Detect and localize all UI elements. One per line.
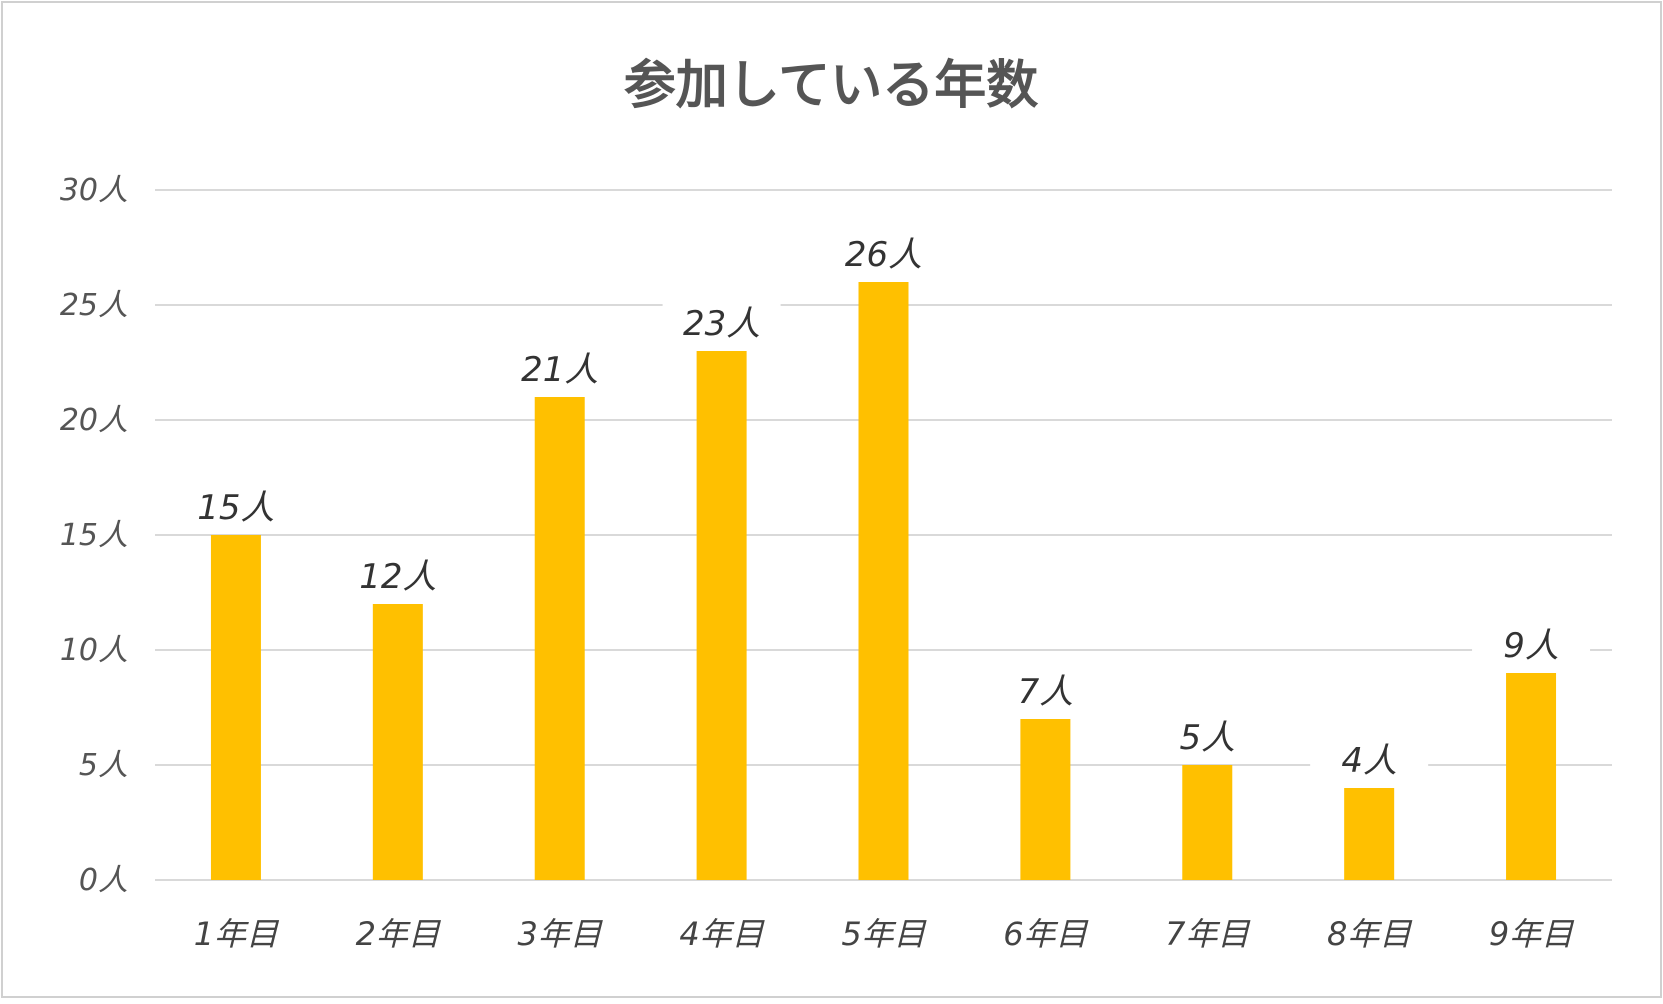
bar <box>1182 765 1233 880</box>
x-category-label: 5年目 <box>841 915 927 953</box>
bar <box>534 397 585 880</box>
data-label-background <box>986 665 1105 715</box>
data-label-background <box>1310 734 1429 784</box>
x-category-label: 9年目 <box>1489 915 1575 953</box>
data-label: 26人 <box>845 235 922 275</box>
y-tick-label: 10人 <box>60 633 128 668</box>
bar <box>696 351 747 880</box>
data-label: 21人 <box>521 350 598 390</box>
bar <box>372 604 423 880</box>
x-category-label: 1年目 <box>194 915 280 953</box>
x-category-label: 7年目 <box>1165 915 1251 953</box>
data-label-background <box>338 550 457 600</box>
y-tick-label: 25人 <box>60 288 128 323</box>
x-category-label: 2年目 <box>356 915 442 953</box>
bar <box>858 282 909 880</box>
x-category-label: 6年目 <box>1003 915 1089 953</box>
bar <box>210 535 261 880</box>
data-label: 7人 <box>1018 672 1074 712</box>
data-label-background <box>176 481 295 531</box>
data-labels: 15人 12人 21人 23人 26人 7人 5人 4人 9人 <box>176 228 1591 784</box>
bar <box>1020 719 1071 880</box>
y-tick-label: 15人 <box>60 518 128 553</box>
y-tick-label: 0人 <box>79 863 128 898</box>
data-label-background <box>662 297 781 347</box>
bar <box>1506 673 1557 880</box>
data-label-background <box>1472 619 1591 669</box>
data-label: 9人 <box>1503 626 1559 666</box>
data-label: 12人 <box>359 557 436 597</box>
x-axis-category-labels: 1年目 2年目 3年目 4年目 5年目 6年目 7年目 8年目 9年目 <box>194 915 1575 953</box>
y-tick-label: 5人 <box>79 748 128 783</box>
data-label: 5人 <box>1179 718 1235 758</box>
y-tick-label: 20人 <box>60 403 128 438</box>
data-label: 15人 <box>197 488 274 528</box>
chart-title: 参加している年数 <box>624 56 1038 116</box>
y-tick-label: 30人 <box>60 173 128 208</box>
data-label-background <box>500 343 619 393</box>
data-label-background <box>1148 711 1267 761</box>
data-label: 4人 <box>1341 741 1397 781</box>
data-label-background <box>824 228 943 278</box>
x-category-label: 3年目 <box>518 915 604 953</box>
x-category-label: 4年目 <box>679 915 765 953</box>
bars <box>210 282 1557 880</box>
bar <box>1344 788 1395 880</box>
data-label: 23人 <box>683 304 760 344</box>
x-category-label: 8年目 <box>1327 915 1413 953</box>
y-axis-tick-labels: 0人 5人 10人 15人 20人 25人 30人 <box>60 173 128 898</box>
